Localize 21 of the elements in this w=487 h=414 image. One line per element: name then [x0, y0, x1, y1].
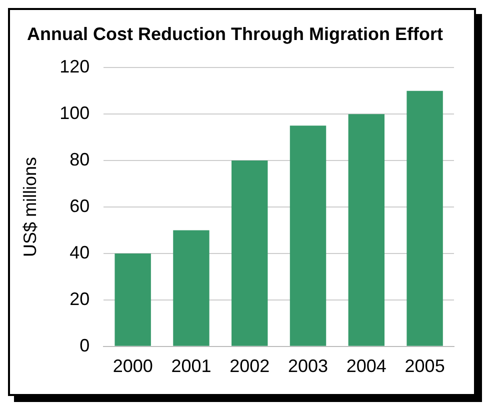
x-tick-label: 2005 [404, 356, 445, 376]
bar [290, 126, 326, 346]
y-tick-label: 20 [70, 288, 90, 309]
chart-title: Annual Cost Reduction Through Migration Effort [27, 24, 443, 44]
x-tick-label: 2003 [288, 356, 328, 376]
x-tick-label: 2001 [171, 356, 212, 376]
x-tick-label: 2000 [112, 356, 153, 376]
y-tick-label: 120 [60, 56, 90, 77]
y-tick-label: 100 [60, 103, 90, 124]
y-tick-label: 0 [80, 335, 90, 356]
x-tick-label: 2004 [346, 356, 386, 376]
y-tick-label: 60 [70, 196, 90, 216]
bar [232, 160, 268, 346]
x-tick-label: 2002 [230, 356, 270, 376]
y-tick-label: 40 [70, 242, 90, 262]
bar [406, 90, 443, 346]
y-axis-title: US$ millions [20, 156, 40, 258]
bar [348, 114, 385, 346]
bar [114, 253, 151, 346]
bar [173, 230, 210, 346]
y-tick-label: 80 [70, 150, 90, 170]
